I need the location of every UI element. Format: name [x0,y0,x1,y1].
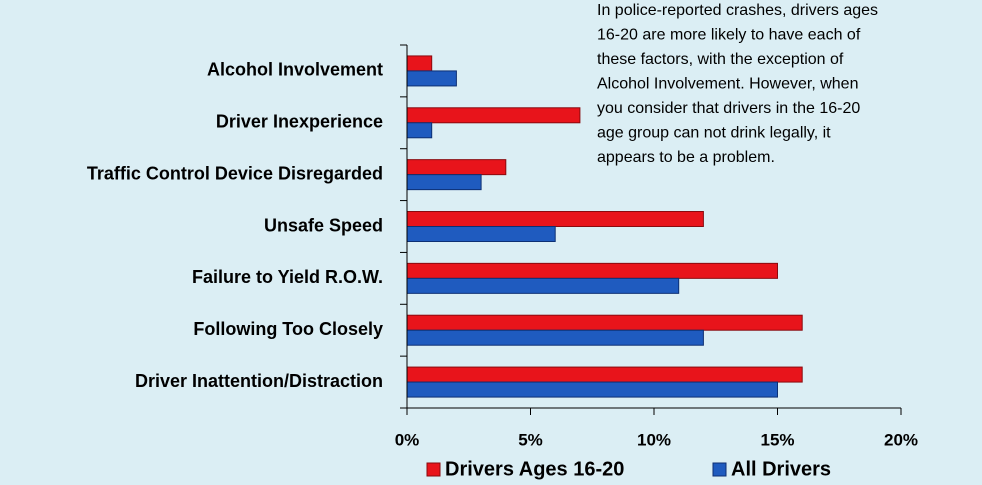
bar [406,122,433,139]
legend-label: All Drivers [731,458,831,480]
bar [406,277,680,294]
category-label: Driver Inattention/Distraction [135,371,383,391]
annotation: you consider that drivers in the 16-20 [597,100,860,117]
category-label: Unsafe Speed [264,215,383,235]
x-tick-label: 10% [637,430,671,449]
category-label: Driver Inexperience [216,112,383,132]
x-tick-label: 0% [395,430,420,449]
x-tick-label: 20% [884,430,918,449]
bar [406,159,507,176]
bar [406,381,778,398]
category-label: Following Too Closely [193,319,383,339]
annotation: appears to be a problem. [597,149,775,166]
annotation: In police-reported crashes, drivers ages [597,2,878,19]
x-tick-label: 15% [760,430,794,449]
bar [406,366,803,383]
annotation: age group can not drink legally, it [597,125,831,142]
bar [406,329,704,346]
bar [406,226,556,242]
annotation: these factors, with the exception of [597,51,844,68]
bar [406,70,457,87]
bar [406,314,803,331]
legend-swatch [712,462,727,477]
bar [406,107,581,124]
bar [406,55,433,72]
annotation: Alcohol Involvement. However, when [597,76,858,93]
legend-swatch [426,462,441,477]
bar [406,262,778,279]
category-label: Alcohol Involvement [207,60,383,80]
category-label: Failure to Yield R.O.W. [192,267,383,287]
category-label: Traffic Control Device Disregarded [87,163,383,183]
bar [406,174,482,191]
bar [406,211,704,227]
legend-label: Drivers Ages 16-20 [445,458,624,480]
x-tick-label: 5% [518,430,543,449]
annotation: 16-20 are more likely to have each of [597,27,861,44]
